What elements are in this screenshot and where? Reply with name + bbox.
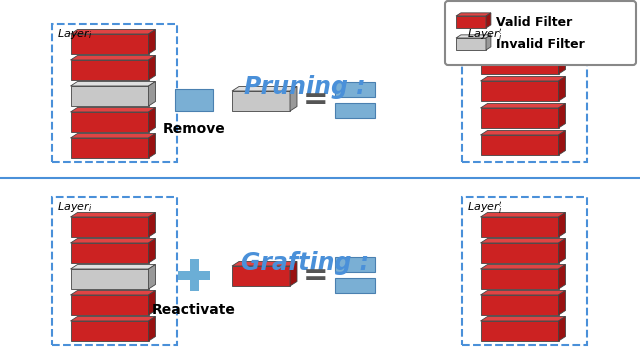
- Polygon shape: [148, 213, 156, 237]
- Polygon shape: [481, 131, 566, 135]
- Polygon shape: [559, 239, 566, 263]
- Polygon shape: [456, 13, 491, 16]
- Polygon shape: [148, 29, 156, 54]
- Polygon shape: [70, 321, 148, 341]
- Polygon shape: [148, 133, 156, 158]
- Polygon shape: [486, 35, 491, 50]
- Polygon shape: [290, 262, 297, 286]
- Bar: [189, 259, 198, 291]
- Polygon shape: [148, 264, 156, 289]
- Polygon shape: [70, 213, 156, 217]
- Polygon shape: [481, 269, 559, 289]
- Polygon shape: [70, 133, 156, 138]
- Text: Invalid Filter: Invalid Filter: [496, 38, 585, 50]
- Bar: [178, 271, 210, 279]
- Polygon shape: [148, 317, 156, 341]
- Polygon shape: [148, 108, 156, 132]
- Polygon shape: [481, 239, 566, 243]
- Polygon shape: [481, 295, 559, 315]
- Polygon shape: [70, 243, 148, 263]
- FancyBboxPatch shape: [445, 1, 636, 65]
- Polygon shape: [70, 239, 156, 243]
- Polygon shape: [232, 87, 297, 91]
- Polygon shape: [70, 86, 148, 106]
- Polygon shape: [481, 54, 559, 74]
- Polygon shape: [70, 82, 156, 86]
- Polygon shape: [148, 82, 156, 106]
- Polygon shape: [232, 262, 297, 266]
- Polygon shape: [559, 213, 566, 237]
- Text: $Layer_i$: $Layer_i$: [57, 200, 92, 214]
- Polygon shape: [70, 60, 148, 80]
- Polygon shape: [481, 243, 559, 263]
- Polygon shape: [559, 317, 566, 341]
- Polygon shape: [148, 55, 156, 80]
- Polygon shape: [70, 269, 148, 289]
- Polygon shape: [481, 76, 566, 81]
- Polygon shape: [290, 87, 297, 111]
- Text: =: =: [303, 86, 329, 115]
- Text: Pruning :: Pruning :: [244, 75, 366, 99]
- Text: Remove: Remove: [163, 122, 225, 136]
- Bar: [175, 89, 213, 111]
- Polygon shape: [481, 108, 559, 128]
- Polygon shape: [559, 264, 566, 289]
- Polygon shape: [481, 81, 559, 101]
- Polygon shape: [70, 290, 156, 295]
- Polygon shape: [559, 131, 566, 155]
- Polygon shape: [481, 213, 566, 217]
- Text: $Layer_i'$: $Layer_i'$: [467, 200, 502, 216]
- Bar: [52, 197, 177, 345]
- Polygon shape: [559, 49, 566, 74]
- Bar: [335, 82, 375, 97]
- Polygon shape: [70, 108, 156, 112]
- Bar: [335, 257, 375, 272]
- Text: =: =: [303, 261, 329, 289]
- Polygon shape: [70, 138, 148, 158]
- Polygon shape: [456, 35, 491, 38]
- Text: Valid Filter: Valid Filter: [496, 16, 572, 28]
- Polygon shape: [70, 29, 156, 34]
- Text: Grafting :: Grafting :: [241, 251, 369, 275]
- Polygon shape: [232, 91, 290, 111]
- Polygon shape: [456, 16, 486, 28]
- Polygon shape: [70, 264, 156, 269]
- Bar: [335, 278, 375, 293]
- Polygon shape: [481, 217, 559, 237]
- Text: $Layer_i$: $Layer_i$: [57, 27, 92, 41]
- Bar: [52, 24, 177, 162]
- Polygon shape: [481, 104, 566, 108]
- Bar: [462, 197, 587, 345]
- Polygon shape: [456, 38, 486, 50]
- Polygon shape: [481, 290, 566, 295]
- Polygon shape: [486, 13, 491, 28]
- Polygon shape: [70, 217, 148, 237]
- Bar: [462, 24, 587, 162]
- Polygon shape: [70, 295, 148, 315]
- Polygon shape: [70, 55, 156, 60]
- Polygon shape: [559, 104, 566, 128]
- Polygon shape: [481, 317, 566, 321]
- Polygon shape: [148, 239, 156, 263]
- Polygon shape: [70, 112, 148, 132]
- Polygon shape: [481, 135, 559, 155]
- Polygon shape: [559, 290, 566, 315]
- Polygon shape: [148, 290, 156, 315]
- Polygon shape: [70, 34, 148, 54]
- Polygon shape: [481, 264, 566, 269]
- Polygon shape: [232, 266, 290, 286]
- Polygon shape: [70, 317, 156, 321]
- Text: Reactivate: Reactivate: [152, 303, 236, 317]
- Polygon shape: [559, 76, 566, 101]
- Polygon shape: [481, 321, 559, 341]
- Text: $Layer_i'$: $Layer_i'$: [467, 27, 502, 43]
- Bar: [335, 103, 375, 118]
- Polygon shape: [481, 49, 566, 54]
